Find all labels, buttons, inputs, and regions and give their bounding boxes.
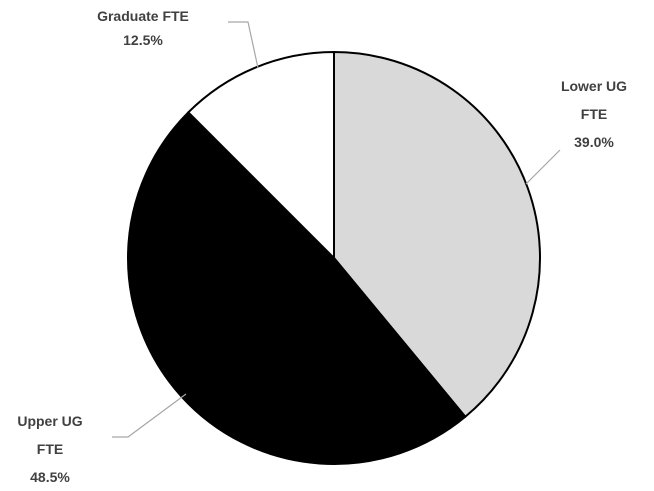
slice-label: Lower UG FTE 39.0% (554, 72, 634, 156)
category-label: Upper UG FTE (17, 413, 83, 457)
pie-slice (187, 51, 335, 259)
slice-label: Graduate FTE 12.5% (83, 4, 203, 52)
category-label: Graduate FTE (97, 8, 189, 24)
category-label: Lower UG FTE (560, 78, 628, 122)
slice-label: Upper UG FTE 48.5% (10, 407, 90, 491)
value-label: 12.5% (123, 32, 163, 48)
value-label: 48.5% (30, 469, 70, 485)
leader-line (525, 149, 561, 185)
pie-slice (333, 51, 541, 418)
leader-line (112, 393, 187, 438)
slices (127, 51, 541, 465)
leader-line (228, 21, 259, 69)
value-label: 39.0% (574, 134, 614, 150)
